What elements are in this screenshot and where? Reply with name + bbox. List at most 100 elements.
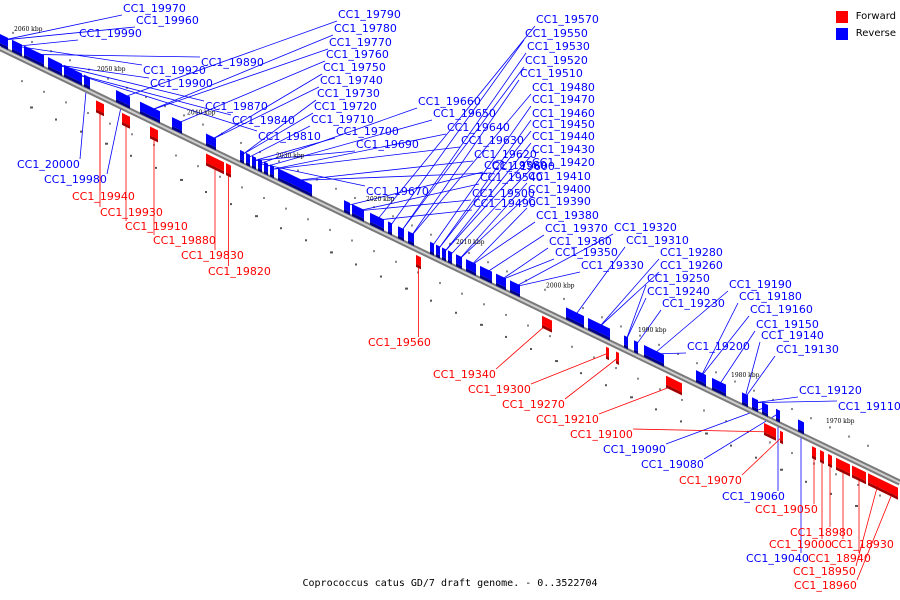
- gene-shadow: [812, 455, 816, 461]
- reverse-gene-label: CC1_19790: [338, 8, 401, 21]
- gene-shadow: [226, 172, 231, 178]
- leader-line: [241, 112, 314, 156]
- leader-line: [176, 60, 326, 124]
- track-dot: [355, 263, 357, 266]
- gene-shadow: [780, 439, 783, 445]
- track-dot: [468, 252, 470, 255]
- reverse-gene: [712, 377, 726, 394]
- gene-shadow: [84, 83, 90, 90]
- legend-forward: Forward: [835, 8, 896, 25]
- leader-line: [665, 407, 766, 445]
- reverse-gene: [398, 226, 404, 239]
- reverse-gene-label: CC1_19810: [258, 130, 321, 143]
- reverse-gene-label: CC1_19520: [525, 54, 588, 67]
- gene-shadow: [258, 167, 262, 173]
- reverse-gene-label: CC1_19250: [647, 272, 710, 285]
- leader-line: [16, 39, 79, 47]
- reverse-gene-label: CC1_19200: [687, 340, 750, 353]
- forward-gene-label: CC1_19910: [125, 220, 188, 233]
- reverse-gene: [442, 247, 446, 259]
- reverse-gene-label: CC1_19230: [662, 297, 725, 310]
- reverse-gene-label: CC1_19960: [136, 14, 199, 27]
- forward-gene: [606, 346, 609, 358]
- gene-shadow: [764, 432, 776, 441]
- leader-line: [149, 34, 334, 111]
- track-dot: [107, 77, 109, 80]
- reverse-gene-label: CC1_19570: [536, 13, 599, 26]
- reverse-gene-label: CC1_19920: [143, 64, 206, 77]
- reverse-gene: [496, 273, 506, 288]
- gene-shadow: [96, 109, 104, 117]
- reverse-gene-label: CC1_19530: [527, 40, 590, 53]
- track-dot: [680, 420, 682, 423]
- leader-line: [431, 105, 532, 247]
- reverse-gene: [436, 244, 440, 256]
- track-dot: [351, 239, 353, 242]
- leader-line: [247, 125, 311, 159]
- gene-shadow: [264, 170, 268, 176]
- gene-shadow: [416, 263, 421, 270]
- track-dot: [259, 151, 261, 154]
- leader-line: [443, 142, 532, 253]
- leader-line: [54, 64, 205, 102]
- track-dot: [449, 242, 451, 245]
- track-dot: [580, 372, 582, 375]
- forward-gene-label: CC1_19100: [570, 428, 633, 441]
- track-dot: [31, 40, 33, 43]
- forward-gene-label: CC1_19270: [502, 398, 565, 411]
- leader-line: [271, 133, 447, 170]
- track-dot: [703, 409, 705, 412]
- reverse-gene-label: CC1_19060: [722, 490, 785, 503]
- gene-shadow: [172, 126, 182, 134]
- reverse-gene-label: CC1_19500: [472, 187, 535, 200]
- reverse-gene-label: CC1_19190: [729, 278, 792, 291]
- gene-shadow: [820, 459, 824, 464]
- gene-shadow: [566, 316, 584, 329]
- reverse-gene-label: CC1_19900: [150, 77, 213, 90]
- track-dot: [879, 494, 881, 497]
- gene-glyphs-layer: [0, 34, 898, 500]
- track-dot: [830, 492, 832, 495]
- track-dot: [145, 96, 147, 99]
- forward-gene: [616, 351, 619, 362]
- reverse-gene-label: CC1_19150: [756, 318, 819, 331]
- reverse-gene-label: CC1_19740: [320, 74, 383, 87]
- forward-gene-label: CC1_18940: [808, 552, 871, 565]
- track-dot: [639, 334, 641, 337]
- genome-caption: Coprococcus catus GD/7 draft genome. - 0…: [302, 578, 598, 589]
- gene-shadow: [496, 282, 506, 291]
- leader-line: [855, 483, 879, 567]
- track-dot: [615, 367, 617, 370]
- track-dot: [307, 218, 309, 221]
- leader-line: [16, 45, 143, 66]
- reverse-gene: [624, 335, 628, 347]
- reverse-gene: [430, 241, 434, 253]
- leader-line: [856, 491, 894, 581]
- track-dot: [730, 444, 732, 447]
- track-dot: [555, 360, 558, 363]
- gene-shadow: [140, 110, 160, 124]
- gene-shadow: [798, 428, 804, 435]
- reverse-gene: [84, 74, 90, 87]
- track-dot: [354, 196, 356, 199]
- legend-reverse-label: Reverse: [855, 28, 896, 39]
- gene-shadow: [370, 221, 384, 232]
- reverse-gene-label: CC1_19420: [532, 156, 595, 169]
- track-dot: [805, 480, 807, 483]
- leader-line: [357, 183, 480, 212]
- reverse-gene: [0, 34, 8, 47]
- forward-gene-label: CC1_19830: [181, 249, 244, 262]
- reverse-gene-label: CC1_19700: [336, 125, 399, 138]
- reverse-gene-label: CC1_19720: [314, 100, 377, 113]
- reverse-gene-label: CC1_19750: [323, 61, 386, 74]
- leader-line: [632, 428, 771, 433]
- leader-line: [376, 209, 473, 221]
- reverse-gene: [264, 161, 268, 173]
- tick-label: 2050 kbp: [97, 66, 126, 73]
- forward-gene-label: CC1_18980: [790, 526, 853, 539]
- reverse-gene: [64, 64, 82, 83]
- forward-gene: [96, 100, 104, 114]
- leader-line: [574, 246, 626, 316]
- tick-label: 2030 kbp: [276, 152, 305, 159]
